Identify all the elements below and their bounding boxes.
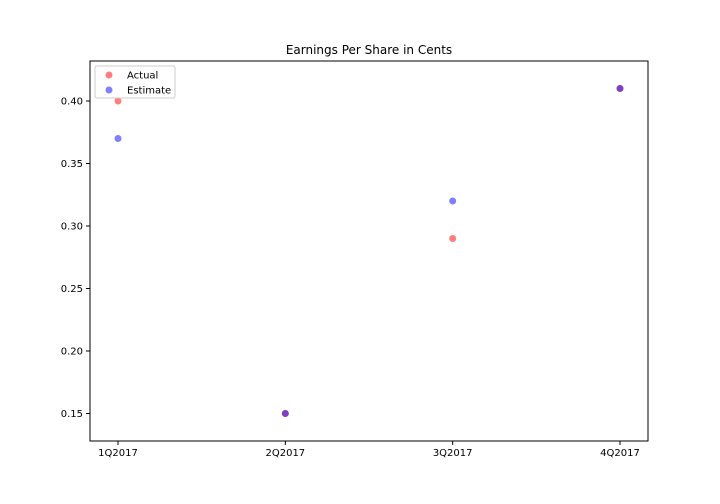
- legend-label-estimate: Estimate: [127, 86, 171, 97]
- x-tick-label: 3Q2017: [433, 448, 473, 459]
- point-actual-3q2017: [449, 235, 457, 242]
- y-tick-label: 0.30: [61, 222, 83, 233]
- legend-box: [94, 65, 176, 99]
- chart-title: Earnings Per Share in Cents: [286, 43, 452, 57]
- legend: Actual Estimate: [94, 65, 176, 99]
- point-estimate-4q2017: [616, 85, 624, 92]
- point-estimate-1q2017: [114, 135, 122, 142]
- x-tick-label: 1Q2017: [98, 448, 138, 459]
- x-tick-label: 4Q2017: [600, 448, 640, 459]
- y-tick-label: 0.35: [61, 159, 83, 170]
- plot-frame: [89, 60, 649, 442]
- point-actual-1q2017: [114, 97, 122, 105]
- legend-marker-estimate: [105, 86, 113, 94]
- y-tick-label: 0.40: [61, 97, 83, 108]
- axes: 1Q2017 2Q2017 3Q2017 4Q2017 0.15 0.20 0.25 0.30…: [61, 60, 649, 459]
- legend-label-actual: Actual: [127, 71, 158, 82]
- legend-marker-actual: [105, 71, 113, 79]
- point-estimate-3q2017: [449, 197, 457, 205]
- y-tick-label: 0.20: [61, 347, 83, 358]
- y-tick-label: 0.15: [61, 409, 83, 420]
- data-points: [114, 85, 624, 417]
- point-estimate-2q2017: [281, 410, 289, 417]
- x-tick-label: 2Q2017: [265, 448, 305, 459]
- y-tick-label: 0.25: [61, 284, 83, 295]
